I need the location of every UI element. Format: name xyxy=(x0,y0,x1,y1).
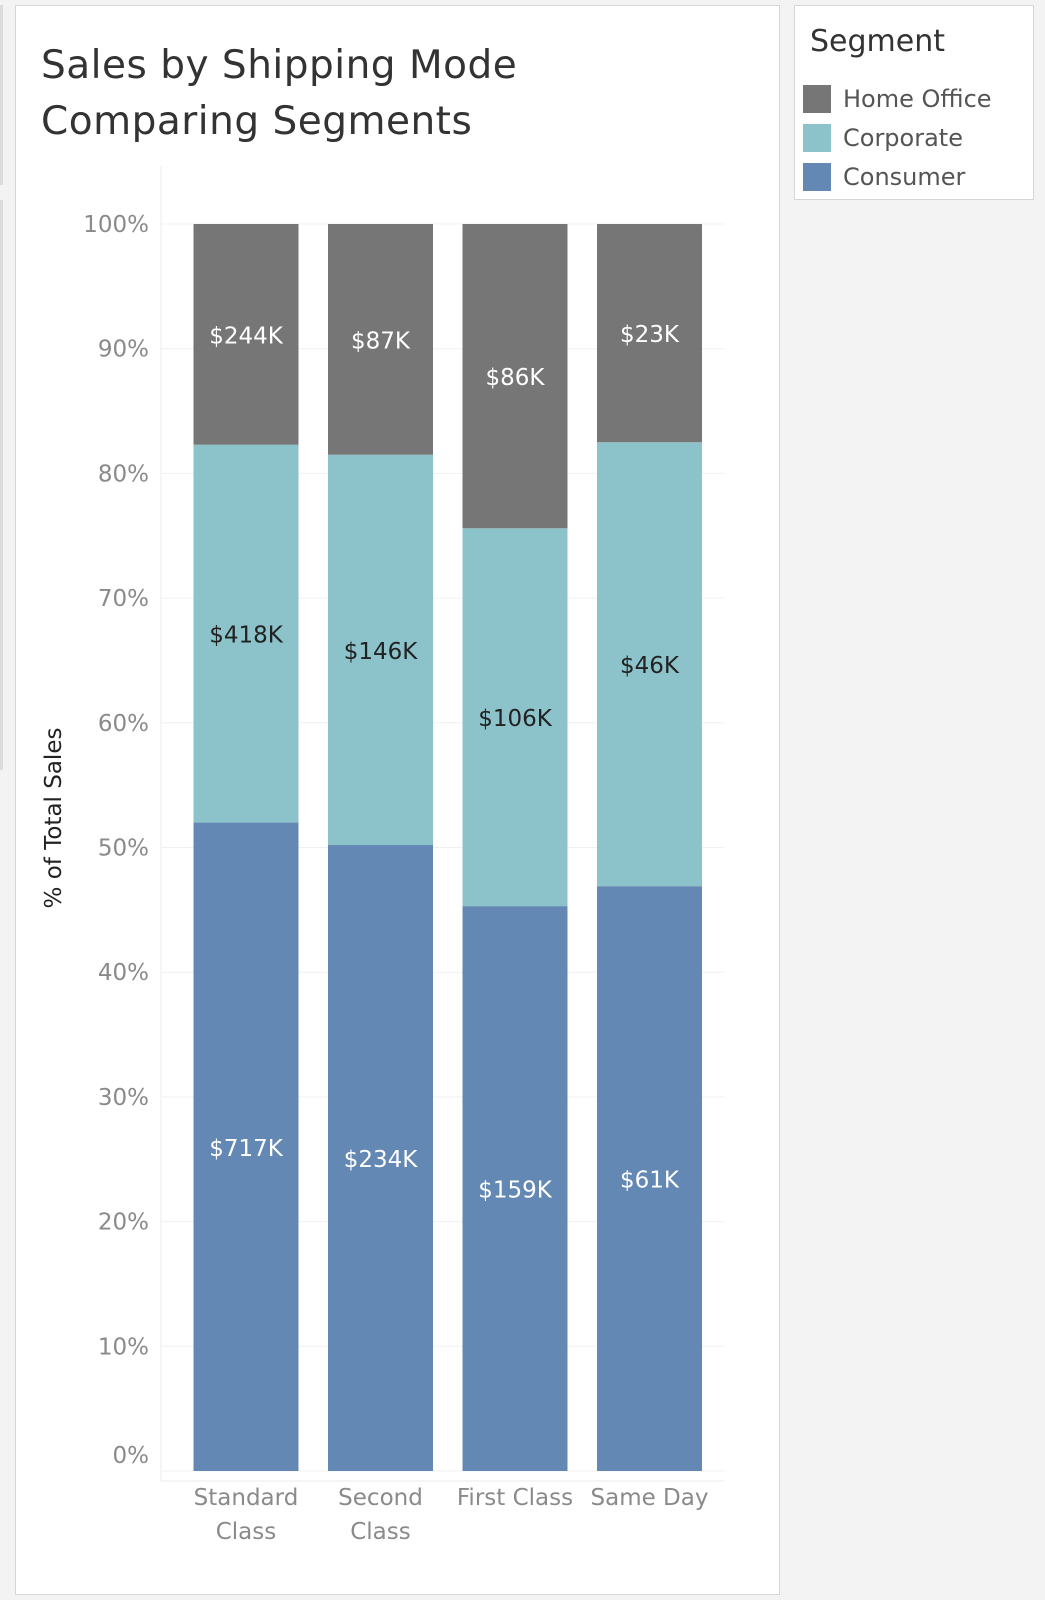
x-category-label: Same Day xyxy=(591,1485,709,1511)
y-tick-label: 60% xyxy=(98,711,149,737)
bar-segment xyxy=(193,444,299,823)
bar-segment xyxy=(462,224,568,529)
bar-segment xyxy=(328,845,433,1471)
legend-label: Corporate xyxy=(843,124,963,152)
data-label: $86K xyxy=(486,365,546,391)
y-tick-label: 100% xyxy=(83,212,149,238)
x-category-label: First Class xyxy=(457,1485,573,1511)
bar-segment xyxy=(328,454,433,846)
legend-item-corporate[interactable]: Corporate xyxy=(803,123,963,153)
x-category-label: Second xyxy=(338,1485,423,1511)
bar-segment xyxy=(462,906,568,1471)
data-label: $159K xyxy=(478,1178,553,1204)
bar-segment xyxy=(462,528,568,907)
segment-legend: Segment Home Office Corporate Consumer xyxy=(794,5,1034,200)
x-category-label: Class xyxy=(350,1519,411,1545)
bar-segment xyxy=(597,442,702,887)
legend-swatch-corporate xyxy=(803,124,831,152)
legend-title: Segment xyxy=(810,24,945,59)
chart-title-line-2: Comparing Segments xyxy=(41,99,473,144)
data-label: $234K xyxy=(344,1147,419,1173)
legend-label: Consumer xyxy=(843,163,966,191)
data-label: $23K xyxy=(620,322,680,348)
legend-item-consumer[interactable]: Consumer xyxy=(803,162,965,192)
y-tick-label: 0% xyxy=(113,1443,150,1469)
data-label: $418K xyxy=(209,623,284,649)
chart-title: Sales by Shipping Mode Comparing Segment… xyxy=(41,38,517,150)
bar-segment xyxy=(328,224,433,455)
data-label: $87K xyxy=(351,328,411,354)
left-edge-bar xyxy=(0,200,3,770)
legend-swatch-consumer xyxy=(803,163,831,191)
data-label: $244K xyxy=(209,323,284,349)
data-label: $61K xyxy=(620,1168,680,1194)
legend-swatch-home-office xyxy=(803,85,831,113)
left-edge-bar xyxy=(0,5,3,185)
bar-segment xyxy=(193,822,299,1471)
bar-segment xyxy=(193,224,299,445)
y-tick-label: 70% xyxy=(98,586,149,612)
y-tick-label: 10% xyxy=(98,1334,149,1360)
y-axis-title: % of Total Sales xyxy=(41,728,67,909)
y-tick-label: 40% xyxy=(98,960,149,986)
bar-segment xyxy=(597,224,702,443)
data-label: $146K xyxy=(344,639,419,665)
legend-item-home-office[interactable]: Home Office xyxy=(803,84,992,114)
y-tick-label: 50% xyxy=(98,836,149,862)
data-label: $106K xyxy=(478,706,553,732)
x-category-label: Standard xyxy=(194,1485,299,1511)
y-tick-label: 20% xyxy=(98,1210,149,1236)
bar-segment xyxy=(597,886,702,1471)
data-label: $46K xyxy=(620,653,680,679)
legend-label: Home Office xyxy=(843,85,992,113)
x-category-label: Class xyxy=(216,1519,277,1545)
data-label: $717K xyxy=(209,1136,284,1162)
stacked-bar-chart: 0% 10% 20% 30% 40% 50% 60% 70% 80% 90% 100% % of To… xyxy=(41,166,724,1545)
y-tick-label: 90% xyxy=(98,337,149,363)
chart-panel: 0% 10% 20% 30% 40% 50% 60% 70% 80% 90% 100% % of To… xyxy=(15,5,780,1595)
y-tick-label: 30% xyxy=(98,1085,149,1111)
y-tick-label: 80% xyxy=(98,461,149,487)
chart-title-line-1: Sales by Shipping Mode xyxy=(41,43,518,88)
